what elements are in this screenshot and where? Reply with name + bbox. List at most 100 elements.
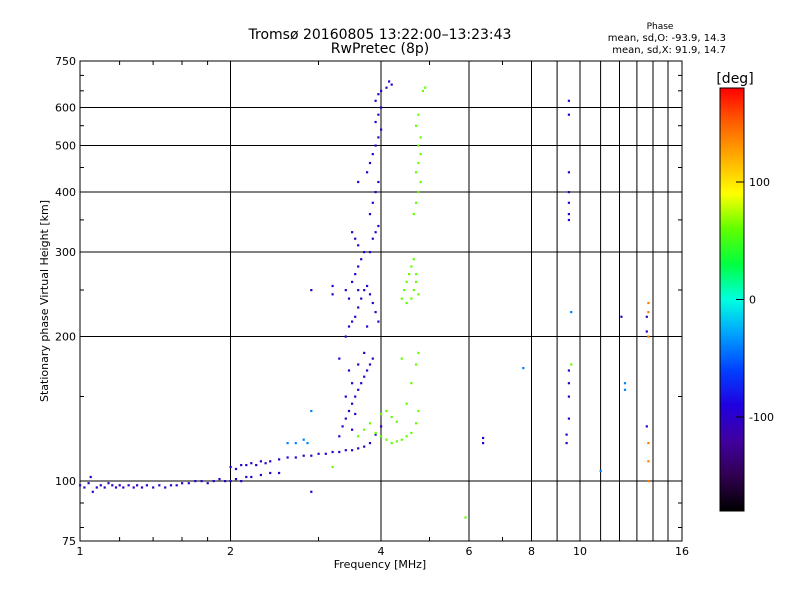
data-point [368, 213, 372, 216]
data-point [87, 482, 90, 485]
data-point [412, 258, 415, 261]
data-point [363, 251, 366, 254]
data-point [206, 482, 209, 485]
data-point [371, 237, 374, 240]
data-point [302, 438, 305, 441]
data-point [200, 480, 203, 483]
data-point [390, 415, 393, 419]
data-point [410, 382, 413, 385]
data-point [377, 93, 380, 96]
data-point [374, 231, 377, 234]
y-tick-label: 400 [55, 186, 76, 199]
data-points [79, 80, 650, 519]
data-point [240, 464, 243, 467]
data-point [405, 280, 408, 283]
data-point [234, 467, 238, 471]
plot-area: 1 2 4 6 8 10 16 75 100 200 300 400 500 600 750 [55, 55, 689, 558]
data-point [187, 482, 190, 485]
data-point [522, 367, 525, 370]
data-point [374, 191, 377, 194]
colorbar-tick-label: 100 [749, 176, 770, 189]
data-point [269, 460, 272, 463]
data-point [567, 213, 570, 216]
data-point [400, 438, 403, 441]
data-point [385, 438, 388, 441]
data-point [99, 484, 102, 487]
data-point [114, 486, 118, 489]
data-point [127, 484, 130, 487]
data-point [357, 306, 360, 309]
y-tick-label: 750 [55, 55, 76, 68]
data-point [567, 369, 570, 372]
data-point [565, 442, 568, 445]
data-point [91, 490, 94, 493]
data-point [331, 293, 334, 296]
data-point [357, 447, 360, 450]
data-point [412, 289, 415, 292]
data-point [567, 171, 570, 174]
data-point [385, 86, 388, 89]
data-point [363, 375, 366, 378]
data-point [338, 357, 341, 360]
y-tick-label: 300 [55, 246, 76, 259]
data-point [410, 431, 413, 435]
data-point [623, 382, 627, 385]
data-point [419, 136, 422, 139]
data-point [415, 422, 418, 425]
data-point [567, 99, 570, 102]
data-point [405, 301, 408, 305]
data-point [464, 516, 467, 519]
data-point [400, 357, 403, 360]
data-point [363, 351, 366, 354]
data-point [567, 218, 570, 222]
data-point [331, 465, 334, 469]
data-point [354, 315, 357, 318]
data-point [380, 128, 383, 131]
data-point [415, 171, 418, 174]
data-point [377, 224, 380, 228]
x-tick-label: 8 [528, 545, 535, 558]
data-point [417, 161, 420, 165]
data-point [570, 363, 573, 366]
data-point [169, 484, 173, 487]
data-point [354, 273, 357, 276]
data-point [395, 440, 398, 443]
data-point [567, 382, 570, 385]
data-point [645, 425, 648, 428]
data-point [374, 120, 377, 124]
data-point [229, 465, 232, 469]
data-point [415, 363, 418, 366]
data-point [371, 201, 374, 204]
data-point [351, 231, 354, 234]
data-point [181, 482, 184, 485]
data-point [415, 124, 418, 127]
data-point [331, 284, 334, 288]
data-point [351, 402, 354, 405]
chart-title: Tromsø 20160805 13:22:00–13:23:43 [248, 27, 512, 43]
data-point [344, 449, 347, 452]
data-point [395, 420, 398, 423]
data-point [380, 412, 383, 416]
data-point [347, 325, 351, 328]
data-point [419, 153, 422, 156]
data-point [95, 486, 98, 489]
data-point [140, 486, 144, 489]
y-tick-label: 600 [55, 102, 76, 115]
data-point [357, 363, 360, 366]
data-point [388, 80, 391, 83]
data-point [354, 412, 357, 416]
data-point [331, 450, 334, 454]
data-point [424, 86, 427, 89]
data-point [408, 273, 411, 276]
data-point [366, 369, 369, 372]
data-point [310, 490, 313, 493]
data-point [390, 83, 393, 86]
x-tick-label: 10 [573, 545, 587, 558]
data-point [264, 462, 267, 465]
data-point [567, 191, 570, 194]
data-point [245, 475, 248, 479]
data-point [234, 478, 238, 481]
data-point [145, 484, 148, 487]
data-point [567, 201, 570, 204]
data-point [374, 433, 377, 436]
